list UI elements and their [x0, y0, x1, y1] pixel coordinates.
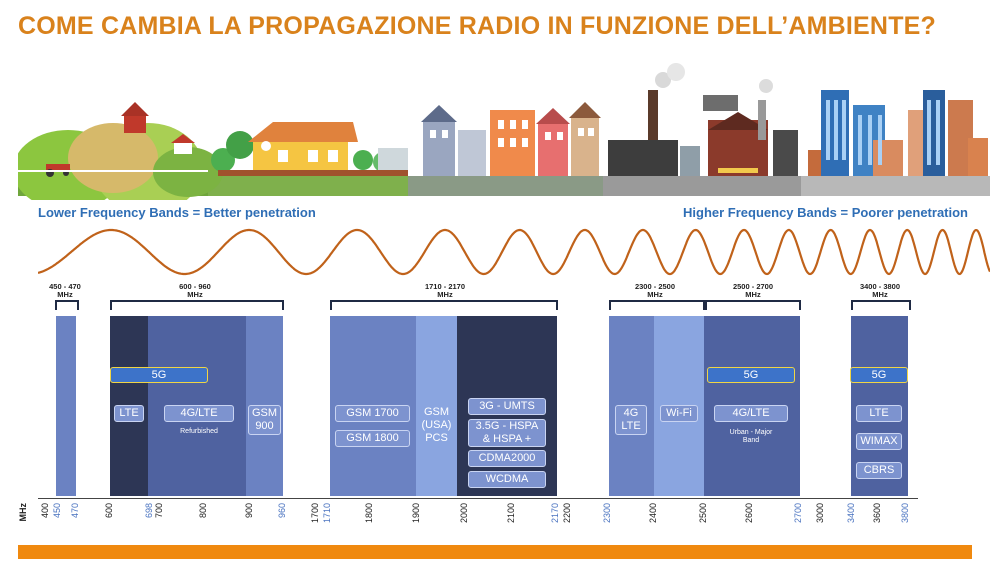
tick-800: 800 — [198, 503, 208, 519]
wimax-pill: WIMAX — [856, 433, 902, 450]
tick-700: 700 — [154, 503, 164, 519]
low-band-caption: Lower Frequency Bands = Better penetrati… — [38, 205, 316, 220]
high-band-caption: Higher Frequency Bands = Poorer penetrat… — [683, 205, 968, 220]
houses-illustration — [211, 122, 408, 176]
tick-2170: 2170 — [550, 503, 560, 524]
band-2300-lte-pill: 4G LTE — [615, 405, 647, 435]
page-title: COME CAMBIA LA PROPAGAZIONE RADIO IN FUN… — [18, 12, 937, 40]
environment-illustration — [18, 63, 990, 200]
range-label-2300: 2300 - 2500 MHz — [634, 282, 676, 299]
umts-pill: 3G - UMTS — [468, 398, 546, 415]
tick-400: 400 — [40, 503, 50, 519]
tick-3400: 3400 — [846, 503, 856, 524]
tick-3000: 3000 — [815, 503, 825, 524]
tick-2200: 2200 — [562, 503, 572, 524]
hspa-pill: 3.5G - HSPA & HSPA + — [468, 419, 546, 447]
bracket-2300 — [609, 300, 705, 310]
gsm-1700-pill: GSM 1700 — [335, 405, 410, 422]
band-900-gsm-pill: GSM 900 — [248, 405, 281, 435]
range-label-2500: 2500 - 2700 MHz — [732, 282, 774, 299]
tick-3600: 3600 — [872, 503, 882, 524]
bracket-600 — [110, 300, 284, 310]
skyscrapers-illustration — [808, 90, 988, 176]
band-600-lte-pill: LTE — [114, 405, 144, 422]
wcdma-pill: WCDMA — [468, 471, 546, 488]
tick-2300: 2300 — [602, 503, 612, 524]
tick-1800: 1800 — [364, 503, 374, 524]
tick-960: 960 — [277, 503, 287, 519]
farm-illustration — [18, 102, 223, 200]
factory-illustration — [608, 63, 798, 176]
band-block-1900 — [416, 316, 457, 496]
band-2500-5g-badge: 5G — [707, 367, 795, 383]
frequency-wave-line — [38, 228, 990, 276]
tick-2000: 2000 — [459, 503, 469, 524]
range-label-450: 450 - 470 MHz — [49, 282, 81, 299]
tick-1900: 1900 — [411, 503, 421, 524]
range-label-3400: 3400 - 3800 MHz — [859, 282, 901, 299]
gsm-1800-pill: GSM 1800 — [335, 430, 410, 447]
band-3400-5g-badge: 5G — [850, 367, 908, 383]
tick-2400: 2400 — [648, 503, 658, 524]
cbrs-pill: CBRS — [856, 462, 902, 479]
urban-major-band-note: Urban - Major Band — [729, 429, 773, 444]
tick-2600: 2600 — [744, 503, 754, 524]
bracket-1710 — [330, 300, 558, 310]
range-label-600: 600 - 960 MHz — [179, 282, 211, 299]
tick-600: 600 — [104, 503, 114, 519]
band-700-refurbished-note: Refurbished — [180, 428, 218, 435]
axis-unit-label: MHz — [18, 503, 28, 522]
tick-1700: 1700 — [310, 503, 320, 524]
cdma2000-pill: CDMA2000 — [468, 450, 546, 467]
footer-accent-bar — [18, 545, 972, 559]
tick-3800: 3800 — [900, 503, 910, 524]
tick-470: 470 — [70, 503, 80, 519]
band-700-lte-pill: 4G/LTE — [164, 405, 234, 422]
frequency-axis-line — [38, 498, 918, 499]
tick-1710: 1710 — [322, 503, 332, 524]
tick-900: 900 — [244, 503, 254, 519]
band-2500-lte-pill: 4G/LTE — [714, 405, 788, 422]
frequency-wave — [38, 228, 990, 276]
gsm-usa-pcs-label: GSM (USA) PCS — [421, 406, 452, 444]
tick-2100: 2100 — [506, 503, 516, 524]
tick-2700: 2700 — [793, 503, 803, 524]
bracket-450 — [55, 300, 79, 310]
tick-2500: 2500 — [698, 503, 708, 524]
range-label-1710: 1710 - 2170 MHz — [424, 282, 466, 299]
tick-450: 450 — [52, 503, 62, 519]
tick-698: 698 — [144, 503, 154, 519]
band-600-5g-badge: 5G — [110, 367, 208, 383]
band-block-450 — [56, 316, 76, 496]
bracket-3400 — [851, 300, 911, 310]
bracket-2500 — [705, 300, 801, 310]
band-3400-lte-pill: LTE — [856, 405, 902, 422]
wifi-pill: Wi-Fi — [660, 405, 698, 422]
